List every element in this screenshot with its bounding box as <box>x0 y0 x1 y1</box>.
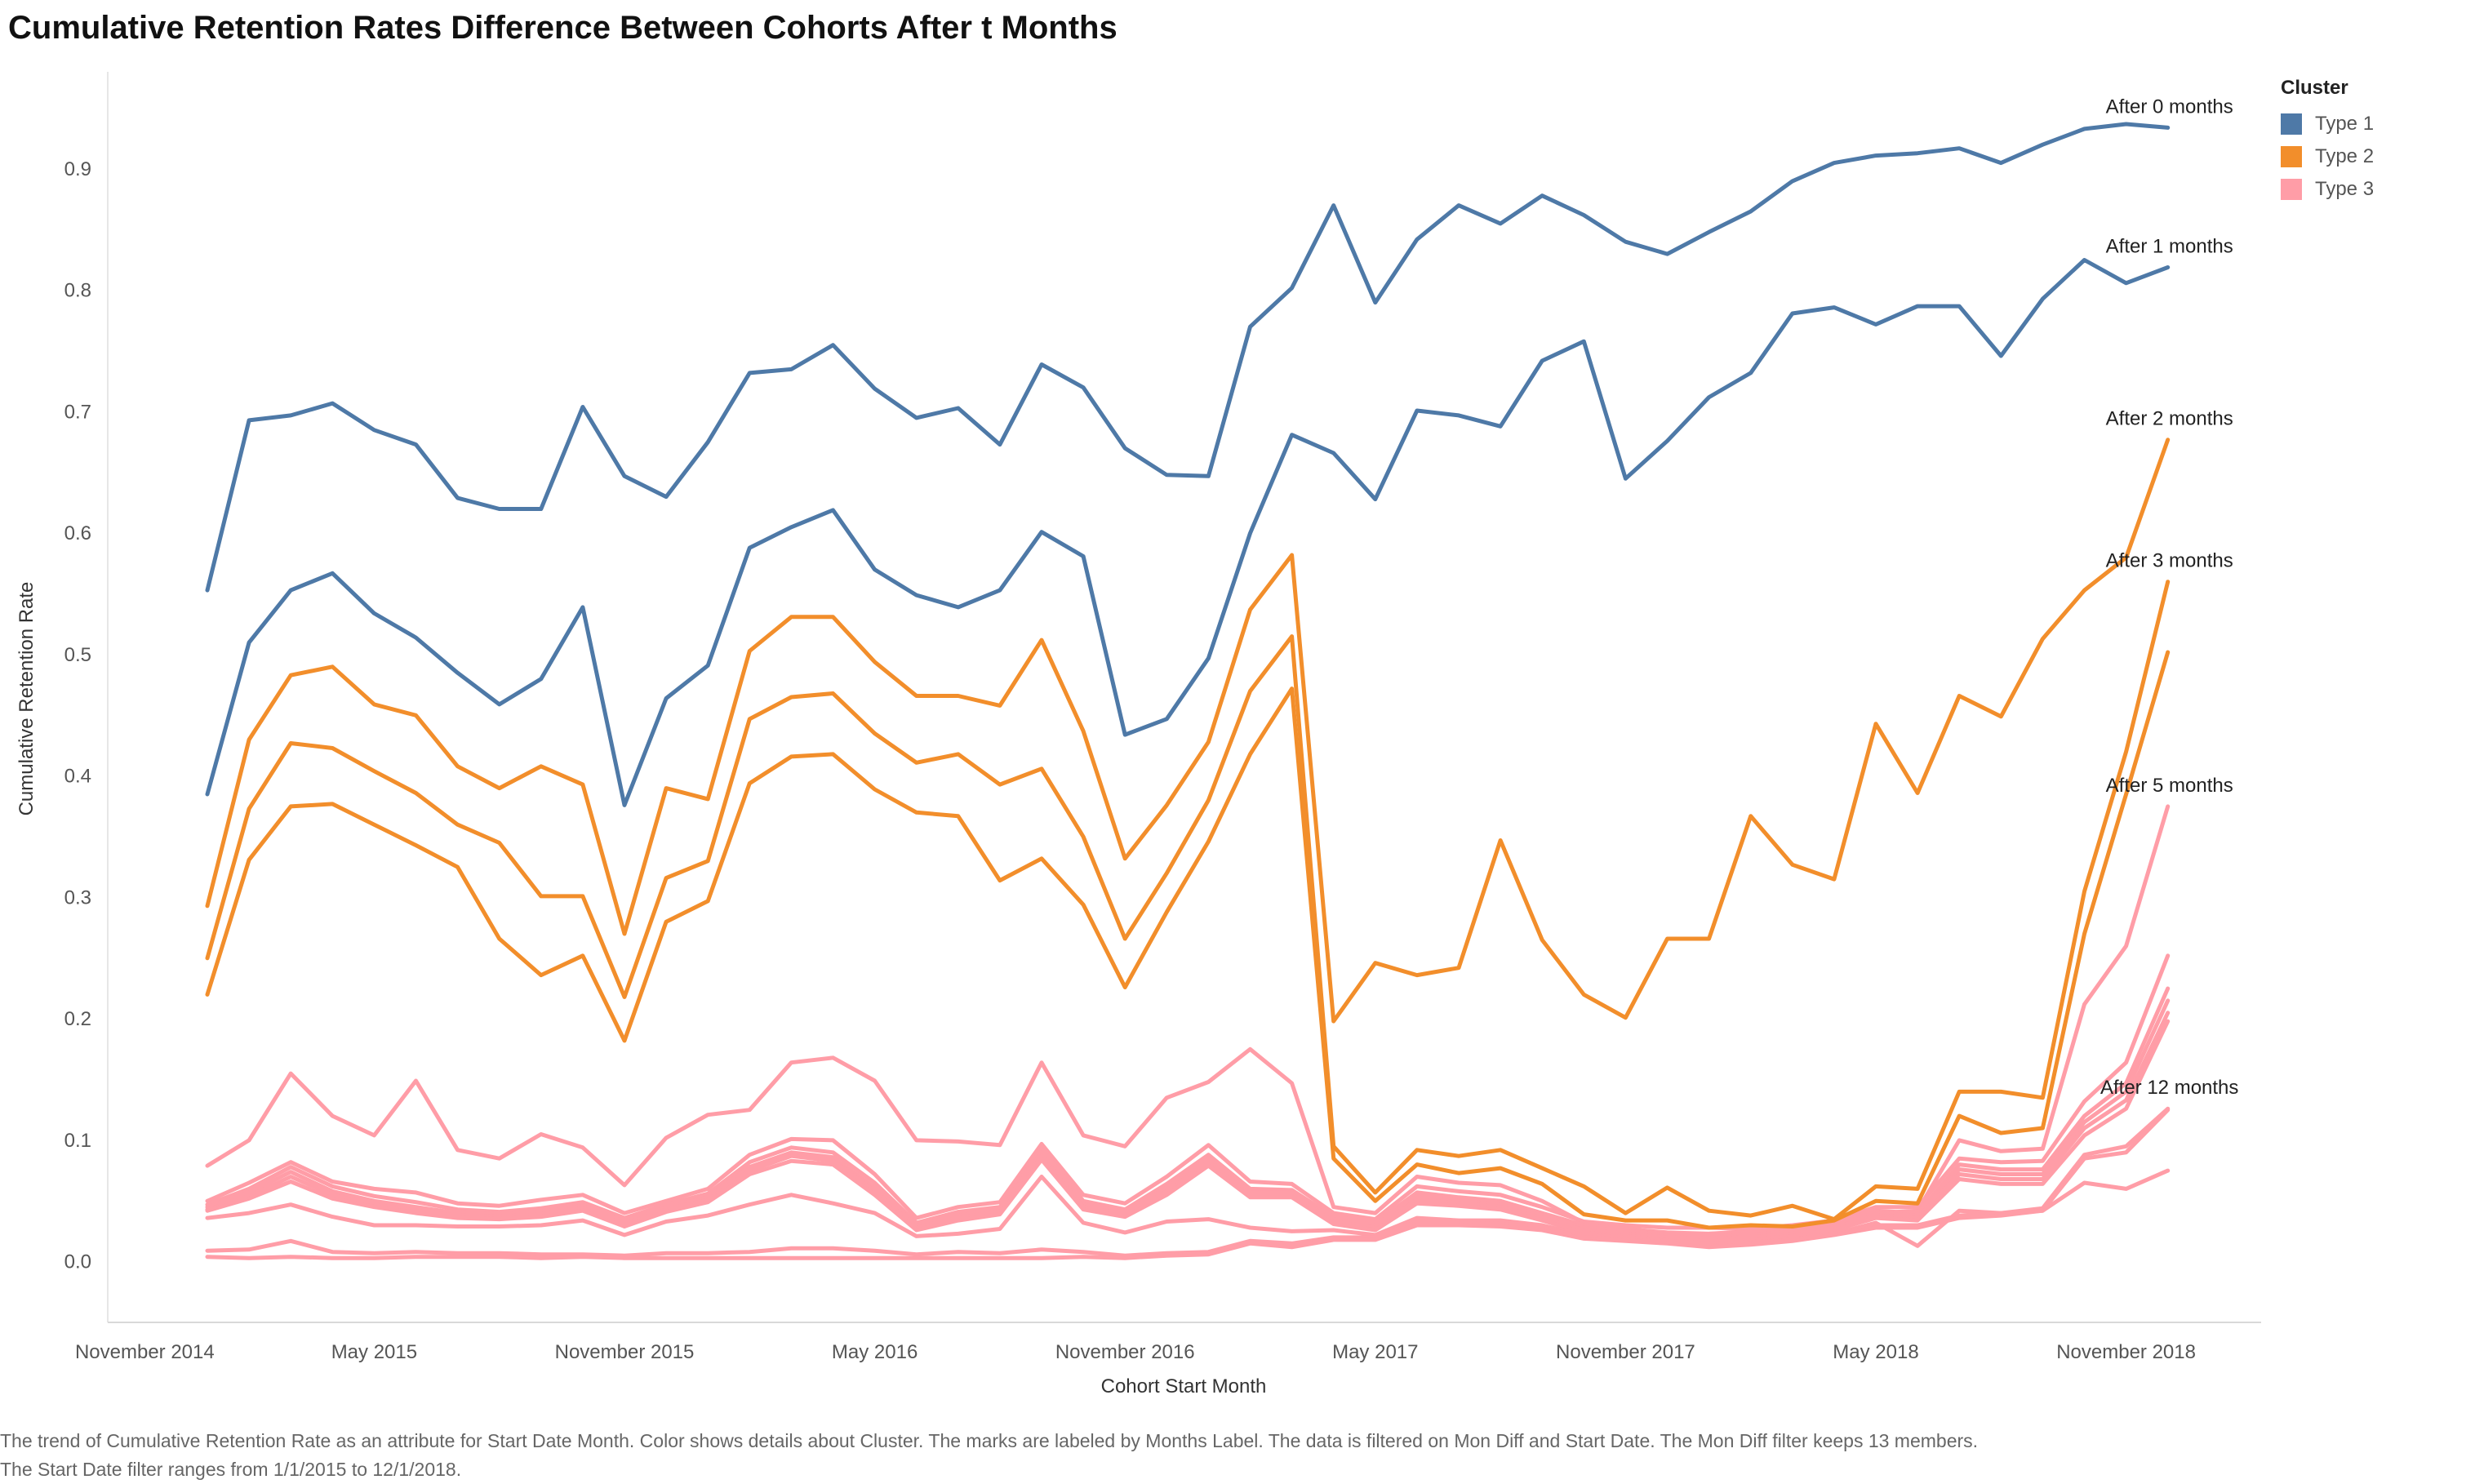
series-line-type-3-9[interactable] <box>205 1011 2171 1241</box>
y-tick-label: 0.8 <box>64 280 91 302</box>
x-tick-label: November 2017 <box>1556 1341 1695 1363</box>
series-end-label: After 12 months <box>2100 1077 2238 1099</box>
series-end-label: After 0 months <box>2106 96 2233 118</box>
y-tick-label: 0.5 <box>64 644 91 666</box>
x-tick-label: May 2017 <box>1332 1341 1418 1363</box>
caption-line-2: The Start Date filter ranges from 1/1/20… <box>0 1459 462 1480</box>
series-line-type-1-0[interactable] <box>205 122 2171 593</box>
series-line-type-3-10[interactable] <box>205 1019 2171 1243</box>
legend-label-type-2: Type 2 <box>2315 145 2375 167</box>
legend-item-type-1[interactable]: Type 1 <box>2281 108 2374 140</box>
legend-title: Cluster <box>2281 77 2348 99</box>
series-end-label: After 2 months <box>2106 408 2233 430</box>
y-tick-label: 0.0 <box>64 1251 91 1273</box>
y-tick-label: 0.4 <box>64 766 91 788</box>
legend-item-type-3[interactable]: Type 3 <box>2281 173 2374 206</box>
caption-line-1: The trend of Cumulative Retention Rate a… <box>0 1430 1979 1451</box>
x-tick-label: May 2015 <box>331 1341 417 1363</box>
series-line-type-3-8[interactable] <box>205 998 2171 1238</box>
y-axis: 0.0 0.1 0.2 0.3 0.4 0.5 0.6 0.7 0.8 0.9 <box>64 158 91 1273</box>
series-line-type-3-13[interactable] <box>205 1108 2171 1260</box>
x-axis-title: Cohort Start Month <box>1101 1375 1267 1397</box>
legend: Cluster Type 1 Type 2 Type 3 <box>2281 77 2374 206</box>
series-end-label: After 5 months <box>2106 775 2233 797</box>
legend-swatch-type-2 <box>2281 146 2302 167</box>
x-tick-label: November 2014 <box>75 1341 215 1363</box>
x-axis: November 2014 May 2015 November 2015 May 20… <box>75 1341 2196 1363</box>
x-tick-label: November 2018 <box>2056 1341 2196 1363</box>
x-tick-label: November 2016 <box>1055 1341 1195 1363</box>
y-tick-label: 0.7 <box>64 401 91 423</box>
series-lines <box>205 122 2171 1260</box>
series-line-type-2-4[interactable] <box>205 650 2171 1230</box>
chart-title: Cumulative Retention Rates Difference Be… <box>8 10 1118 46</box>
x-tick-label: May 2016 <box>832 1341 918 1363</box>
legend-swatch-type-1 <box>2281 113 2302 135</box>
legend-swatch-type-3 <box>2281 179 2302 200</box>
legend-label-type-3: Type 3 <box>2315 178 2375 200</box>
y-tick-label: 0.2 <box>64 1008 91 1030</box>
y-axis-title: Cumulative Retention Rate <box>16 582 38 816</box>
series-end-label: After 3 months <box>2106 550 2233 572</box>
chart-caption: The trend of Cumulative Retention Rate a… <box>0 1427 2367 1484</box>
series-line-type-2-2[interactable] <box>205 438 2171 1024</box>
y-tick-label: 0.1 <box>64 1130 91 1152</box>
y-tick-label: 0.3 <box>64 886 91 909</box>
series-end-label: After 1 months <box>2106 235 2233 257</box>
series-line-type-1-1[interactable] <box>205 258 2171 807</box>
y-tick-label: 0.6 <box>64 522 91 544</box>
y-tick-label: 0.9 <box>64 158 91 180</box>
series-line-type-2-3[interactable] <box>205 580 2171 1222</box>
x-tick-label: November 2015 <box>555 1341 695 1363</box>
legend-item-type-2[interactable]: Type 2 <box>2281 140 2374 173</box>
legend-label-type-1: Type 1 <box>2315 113 2375 135</box>
x-tick-label: May 2018 <box>1833 1341 1918 1363</box>
line-labels: After 0 months After 1 months After 2 mont… <box>2100 96 2238 1099</box>
series-line-type-3-7[interactable] <box>205 986 2171 1236</box>
